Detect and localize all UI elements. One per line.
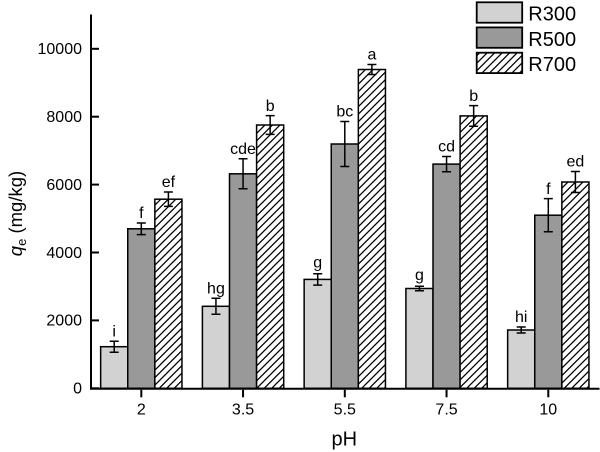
svg-text:cde: cde [230,141,256,158]
svg-text:a: a [367,47,376,64]
svg-text:R300: R300 [528,4,576,26]
svg-text:bc: bc [336,104,353,121]
svg-text:pH: pH [332,428,358,450]
svg-text:qe (mg/kg): qe (mg/kg) [5,171,29,256]
svg-text:R500: R500 [528,29,576,51]
svg-text:R700: R700 [528,54,576,76]
svg-text:7.5: 7.5 [435,402,457,419]
svg-text:2: 2 [137,402,146,419]
svg-text:3.5: 3.5 [232,402,254,419]
svg-text:g: g [313,255,322,272]
svg-text:f: f [546,181,551,198]
svg-text:6000: 6000 [46,177,82,194]
svg-text:2000: 2000 [46,313,82,330]
svg-text:5.5: 5.5 [334,402,356,419]
svg-text:b: b [266,98,275,115]
svg-text:10000: 10000 [38,41,83,58]
svg-text:10: 10 [539,402,557,419]
svg-text:0: 0 [73,381,82,398]
svg-text:g: g [415,267,424,284]
svg-text:4000: 4000 [46,245,82,262]
svg-text:i: i [112,323,116,340]
svg-text:f: f [139,205,144,222]
svg-text:8000: 8000 [46,109,82,126]
svg-text:ef: ef [162,174,176,191]
svg-text:cd: cd [438,139,455,156]
svg-text:hg: hg [207,281,225,298]
svg-text:ed: ed [567,154,585,171]
svg-text:hi: hi [515,309,527,326]
svg-text:b: b [469,88,478,105]
